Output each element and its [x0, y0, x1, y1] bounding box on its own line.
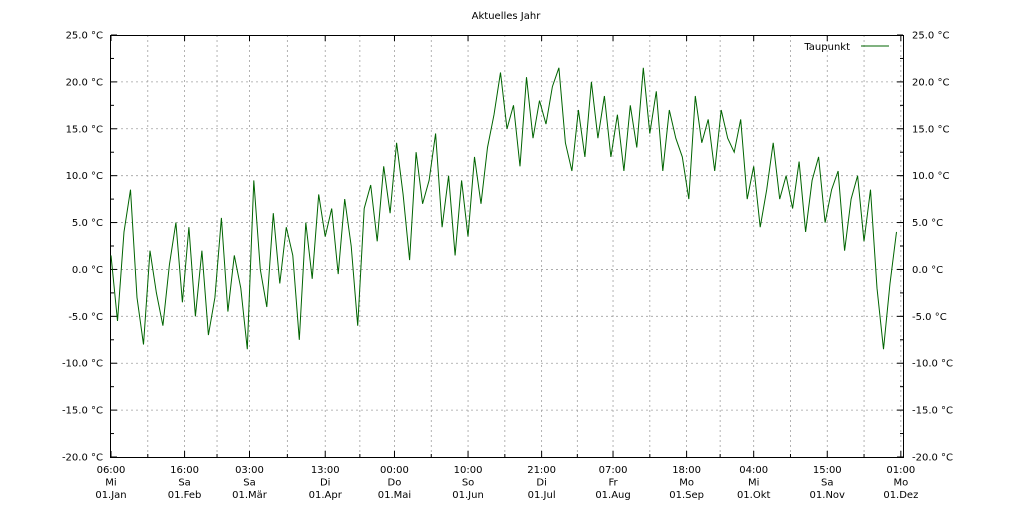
y-tick-label-left: 25.0 °C [66, 31, 103, 42]
x-tick-label: 01.Mai [378, 490, 411, 501]
series-layer [110, 67, 897, 350]
x-tick-label: Mo [893, 478, 908, 489]
grid [111, 35, 903, 457]
y-tick-label-right: 25.0 °C [912, 31, 949, 42]
x-tick-label: 18:00 [672, 465, 701, 476]
y-tick-label-left: 10.0 °C [66, 171, 103, 182]
y-tick-label-left: 0.0 °C [72, 265, 103, 276]
x-tick-label: 21:00 [527, 465, 556, 476]
x-tick-label: Di [536, 478, 546, 489]
x-tick-label: 01.Jul [528, 490, 556, 501]
x-tick-label: 01.Nov [810, 490, 846, 501]
x-tick-label: Mi [105, 478, 116, 489]
y-axis-right: -20.0 °C -15.0 °C -10.0 °C -5.0 °C 0.0 °C 5.0… [912, 31, 953, 464]
x-tick-label: Mi [748, 478, 759, 489]
x-tick-label: 01.Mär [232, 490, 268, 501]
x-tick-label: Do [388, 478, 402, 489]
legend-label: Taupunkt [803, 42, 850, 53]
y-tick-label-right: -5.0 °C [912, 312, 947, 323]
x-tick-label: 01.Sep [669, 490, 704, 501]
y-tick-label-right: 0.0 °C [912, 265, 943, 276]
y-tick-label-right: 15.0 °C [912, 124, 949, 135]
x-tick-label: 04:00 [739, 465, 768, 476]
y-tick-label-right: -15.0 °C [912, 406, 953, 417]
y-tick-label-right: 10.0 °C [912, 171, 949, 182]
y-axis-left: -20.0 °C -15.0 °C -10.0 °C -5.0 °C 0.0 °C 5.0… [62, 31, 103, 464]
x-tick-label: 01.Dez [883, 490, 918, 501]
x-tick-label: 15:00 [813, 465, 842, 476]
x-tick-label: 00:00 [380, 465, 409, 476]
x-tick-label: Sa [243, 478, 255, 489]
x-tick-label: 01:00 [886, 465, 915, 476]
y-tick-label-left: -10.0 °C [62, 359, 103, 370]
x-tick-label: 03:00 [235, 465, 264, 476]
x-tick-label: 01.Jan [95, 490, 126, 501]
legend: Taupunkt [803, 42, 889, 53]
x-tick-label: 10:00 [454, 465, 483, 476]
x-axis: 06:00Mi01.Jan16:00Sa01.Feb03:00Sa01.Mär1… [95, 465, 918, 501]
y-tick-label-left: 20.0 °C [66, 77, 103, 88]
x-tick-label: 01.Aug [595, 490, 630, 501]
x-tick-label: 06:00 [97, 465, 126, 476]
x-tick-label: Sa [821, 478, 833, 489]
y-tick-label-left: -5.0 °C [68, 312, 103, 323]
series-line-taupunkt [110, 67, 897, 350]
y-tick-label-left: 15.0 °C [66, 124, 103, 135]
y-tick-label-left: -15.0 °C [62, 406, 103, 417]
x-tick-label: 01.Apr [309, 490, 343, 501]
plot-frame [110, 35, 904, 458]
x-tick-label: 13:00 [311, 465, 340, 476]
chart-title: Aktuelles Jahr [472, 11, 542, 22]
y-tick-label-right: 20.0 °C [912, 77, 949, 88]
y-tick-label-left: 5.0 °C [72, 218, 103, 229]
x-tick-label: So [462, 478, 474, 489]
x-tick-label: 01.Okt [737, 490, 771, 501]
x-tick-label: Fr [608, 478, 618, 489]
y-tick-label-right: -10.0 °C [912, 359, 953, 370]
axis-ticks [110, 34, 903, 458]
x-tick-label: 07:00 [599, 465, 628, 476]
x-tick-label: 01.Jun [452, 490, 484, 501]
y-tick-label-right: -20.0 °C [912, 453, 953, 464]
y-tick-label-left: -20.0 °C [62, 453, 103, 464]
y-tick-label-right: 5.0 °C [912, 218, 943, 229]
x-tick-label: Di [320, 478, 330, 489]
x-tick-label: 01.Feb [168, 490, 202, 501]
x-tick-label: Sa [178, 478, 190, 489]
x-tick-label: Mo [679, 478, 694, 489]
x-tick-label: 16:00 [170, 465, 199, 476]
